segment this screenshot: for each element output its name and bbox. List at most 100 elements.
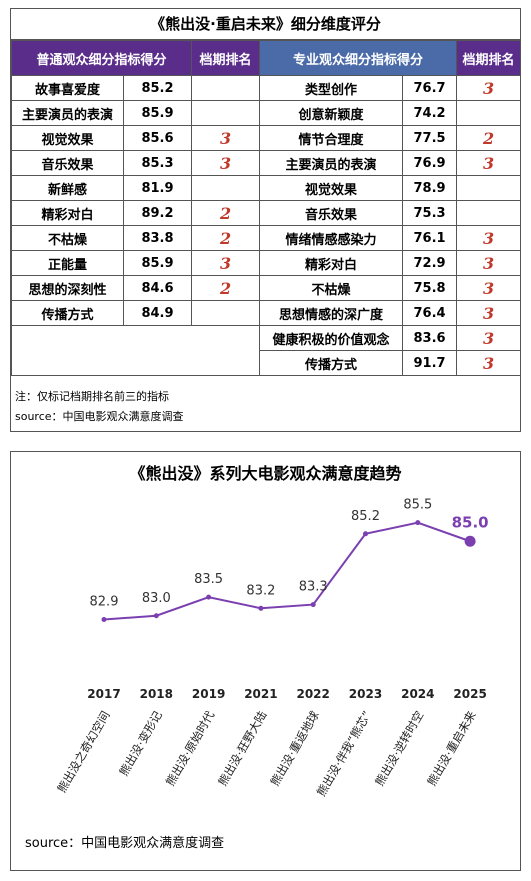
table-row: 不枯燥 83.8 2 情绪情感感染力 76.1 3 xyxy=(11,225,522,251)
data-label: 85.0 xyxy=(452,513,489,531)
data-point xyxy=(101,616,107,622)
pro-score: 83.6 xyxy=(402,325,458,351)
public-score: 89.2 xyxy=(122,200,193,226)
public-score: 85.2 xyxy=(122,75,193,101)
public-rank xyxy=(191,175,261,201)
x-tick-label: 2017 xyxy=(87,687,120,701)
public-rank: 3 xyxy=(191,250,261,276)
film-name-label: 熊出没·狂野大陆 xyxy=(215,709,269,789)
pro-score: 76.1 xyxy=(402,225,458,251)
pro-score: 76.7 xyxy=(402,75,458,101)
film-name-label: 熊出没·重启未来 xyxy=(424,708,478,788)
film-name-label: 熊出没·逆转时空 xyxy=(372,709,426,789)
pro-rank: 3 xyxy=(456,275,522,301)
data-label: 83.0 xyxy=(142,591,171,606)
pro-rank xyxy=(456,100,522,126)
pro-rank: 3 xyxy=(456,75,522,101)
header-rank-2: 档期排名 xyxy=(456,40,522,76)
data-label: 83.3 xyxy=(299,580,328,595)
public-label: 故事喜爱度 xyxy=(11,75,124,101)
pro-label: 音乐效果 xyxy=(259,200,404,226)
public-score: 85.9 xyxy=(122,100,193,126)
x-tick-label: 2023 xyxy=(349,687,382,701)
pro-rank: 3 xyxy=(456,350,522,376)
pro-label: 视觉效果 xyxy=(259,175,404,201)
pro-label: 类型创作 xyxy=(259,75,404,101)
pro-label: 情绪情感感染力 xyxy=(259,225,404,251)
public-label: 传播方式 xyxy=(11,300,124,326)
public-score: 81.9 xyxy=(122,175,193,201)
table-row: 故事喜爱度 85.2 类型创作 76.7 3 xyxy=(11,75,522,101)
public-label: 正能量 xyxy=(11,250,124,276)
data-label: 83.2 xyxy=(246,583,275,598)
table-row: 传播方式 84.9 思想情感的深广度 76.4 3 xyxy=(11,300,522,326)
table-row: 正能量 85.9 3 精彩对白 72.9 3 xyxy=(11,250,522,276)
header-public: 普通观众细分指标得分 xyxy=(10,40,193,76)
table-row: 音乐效果 85.3 3 主要演员的表演 76.9 3 xyxy=(11,150,522,176)
x-tick-label: 2022 xyxy=(296,687,329,701)
table-header-row: 普通观众细分指标得分 档期排名 专业观众细分指标得分 档期排名 xyxy=(10,40,522,76)
film-name-label: 熊出没·重返地球 xyxy=(268,708,322,788)
header-pro: 专业观众细分指标得分 xyxy=(259,40,458,76)
data-point xyxy=(363,531,368,537)
x-tick-label: 2025 xyxy=(453,687,486,701)
data-label: 85.5 xyxy=(403,498,432,513)
pro-rank: 3 xyxy=(456,325,522,351)
public-score: 85.6 xyxy=(122,125,193,151)
x-tick-label: 2021 xyxy=(244,687,277,701)
public-label: 思想的深刻性 xyxy=(11,275,124,301)
public-score: 85.3 xyxy=(122,150,193,176)
public-label: 主要演员的表演 xyxy=(11,100,124,126)
pro-label: 思想情感的深广度 xyxy=(259,300,404,326)
public-score: 85.9 xyxy=(122,250,193,276)
pro-score: 78.9 xyxy=(402,175,458,201)
score-table-panel: 《熊出没·重启未来》细分维度评分 普通观众细分指标得分 档期排名 专业观众细分指标得… xyxy=(10,8,522,432)
score-table: 普通观众细分指标得分 档期排名 专业观众细分指标得分 档期排名 故事喜爱度 85.2 类型创… xyxy=(10,40,522,376)
x-tick-label: 2018 xyxy=(140,687,173,701)
pro-score: 76.9 xyxy=(402,150,458,176)
pro-rank: 3 xyxy=(456,225,522,251)
table-note: 注：仅标记档期排名前三的指标 xyxy=(15,390,169,403)
film-name-label: 熊出没·伴我“熊芯” xyxy=(314,709,374,799)
pro-rank xyxy=(456,175,522,201)
pro-score: 75.8 xyxy=(402,275,458,301)
film-name-label: 熊出没·变形记 xyxy=(116,708,165,778)
table-notes: 注：仅标记档期排名前三的指标 source：中国电影观众满意度调查 xyxy=(15,387,184,427)
pro-score: 76.4 xyxy=(402,300,458,326)
pro-score: 72.9 xyxy=(402,250,458,276)
pro-score: 77.5 xyxy=(402,125,458,151)
public-rank: 3 xyxy=(191,150,261,176)
film-name-label: 熊出没·原始时代 xyxy=(163,708,217,788)
data-point xyxy=(310,602,316,608)
pro-rank: 3 xyxy=(456,250,522,276)
data-point xyxy=(415,520,421,526)
series-line xyxy=(103,521,471,621)
data-point xyxy=(206,594,212,600)
public-label: 精彩对白 xyxy=(11,200,124,226)
table-row: 视觉效果 85.6 3 情节合理度 77.5 2 xyxy=(11,125,522,151)
pro-label: 传播方式 xyxy=(259,350,404,376)
public-score: 84.9 xyxy=(122,300,193,326)
public-score: 84.6 xyxy=(122,275,193,301)
public-score: 83.8 xyxy=(122,225,193,251)
table-row: 主要演员的表演 85.9 创意新颖度 74.2 xyxy=(11,100,522,126)
data-label: 83.5 xyxy=(194,572,223,587)
data-point xyxy=(464,535,476,547)
x-tick-label: 2024 xyxy=(401,687,434,701)
empty-cell xyxy=(10,325,261,376)
data-label: 85.2 xyxy=(351,509,380,524)
public-rank xyxy=(191,100,261,126)
table-title: 《熊出没·重启未来》细分维度评分 xyxy=(11,9,520,40)
film-name-label: 熊出没之奇幻空间 xyxy=(54,709,112,796)
table-row: 精彩对白 89.2 2 音乐效果 75.3 xyxy=(11,200,522,226)
pro-rank: 2 xyxy=(456,125,522,151)
table-row: 思想的深刻性 84.6 2 不枯燥 75.8 3 xyxy=(11,275,522,301)
pro-label: 精彩对白 xyxy=(259,250,404,276)
header-rank: 档期排名 xyxy=(191,40,261,76)
x-tick-label: 2019 xyxy=(192,687,225,701)
table-row: 传播方式 91.7 3 xyxy=(12,350,522,376)
chart-source: source：中国电影观众满意度调查 xyxy=(25,836,225,851)
public-label: 新鲜感 xyxy=(11,175,124,201)
trend-chart: 82.9 2017 熊出没之奇幻空间 83.0 2018 熊出没·变形记 83.5 2019 熊… xyxy=(54,498,489,799)
pro-score: 91.7 xyxy=(402,350,458,376)
